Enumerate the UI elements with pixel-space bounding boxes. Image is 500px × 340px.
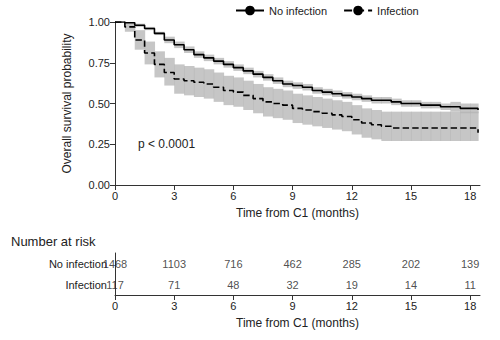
svg-text:No infection: No infection — [49, 258, 107, 270]
svg-text:Infection: Infection — [377, 5, 419, 17]
svg-text:1.00: 1.00 — [89, 16, 110, 28]
svg-text:0.25: 0.25 — [89, 138, 110, 150]
svg-text:202: 202 — [402, 258, 420, 270]
svg-text:1468: 1468 — [103, 258, 127, 270]
svg-text:0: 0 — [112, 190, 118, 202]
svg-text:11: 11 — [464, 279, 475, 291]
svg-text:9: 9 — [290, 300, 296, 312]
svg-text:15: 15 — [405, 190, 417, 202]
svg-text:6: 6 — [230, 300, 236, 312]
svg-text:32: 32 — [286, 279, 298, 291]
svg-text:462: 462 — [283, 258, 301, 270]
svg-text:139: 139 — [461, 258, 479, 270]
svg-text:12: 12 — [346, 300, 358, 312]
svg-text:p < 0.0001: p < 0.0001 — [138, 137, 195, 151]
svg-text:14: 14 — [405, 279, 417, 291]
svg-text:0.00: 0.00 — [89, 179, 110, 191]
svg-text:3: 3 — [171, 190, 177, 202]
svg-text:15: 15 — [405, 300, 417, 312]
svg-text:1103: 1103 — [162, 258, 186, 270]
svg-text:No infection: No infection — [269, 5, 327, 17]
svg-text:0.50: 0.50 — [89, 98, 110, 110]
svg-text:Number at risk: Number at risk — [11, 234, 96, 249]
svg-text:Time from C1 (months): Time from C1 (months) — [236, 206, 359, 220]
svg-text:12: 12 — [346, 190, 358, 202]
svg-text:71: 71 — [168, 279, 180, 291]
svg-text:3: 3 — [171, 300, 177, 312]
svg-text:716: 716 — [224, 258, 242, 270]
svg-text:Time from C1 (months): Time from C1 (months) — [236, 316, 359, 330]
svg-text:0.75: 0.75 — [89, 57, 110, 69]
svg-text:Infection: Infection — [65, 279, 107, 291]
svg-text:18: 18 — [464, 190, 476, 202]
svg-text:18: 18 — [464, 300, 476, 312]
svg-text:0: 0 — [112, 300, 118, 312]
svg-text:19: 19 — [346, 279, 358, 291]
svg-text:9: 9 — [290, 190, 296, 202]
svg-text:48: 48 — [227, 279, 239, 291]
svg-text:117: 117 — [106, 279, 124, 291]
svg-text:6: 6 — [230, 190, 236, 202]
svg-text:285: 285 — [343, 258, 361, 270]
svg-text:Overall survival probability: Overall survival probability — [60, 33, 74, 173]
